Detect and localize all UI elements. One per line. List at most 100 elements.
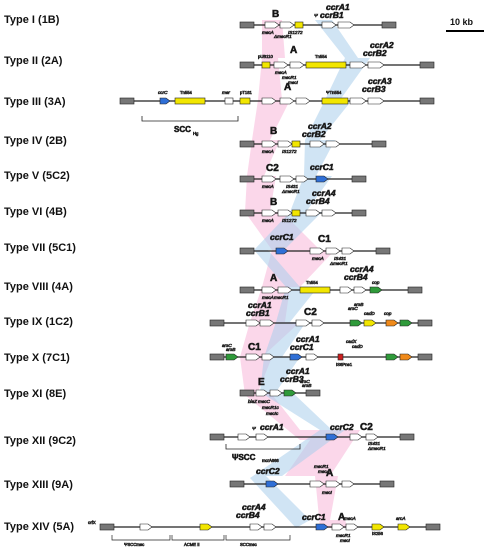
class-letter-8: A [270,273,277,284]
class-letter-6: B [270,197,277,208]
map-type-8: A ccrA4 ccrB4 Tn554 mecR1 mecA cop [239,264,423,300]
note-3-tn: Tn554 [180,90,193,95]
ccr-label-9a: ccrA1 [248,300,272,310]
ccr-label-10a: ccrA1 [296,334,320,344]
note-8-mecR1: mecR1 [274,295,289,300]
map-type-5: C2 ccrC1 mecA IS431 ΔmecR1 [239,162,367,194]
ccr-label-11b: ccrB3 [280,374,304,384]
class-letter-5: C2 [266,163,279,174]
class-letter-12: C2 [360,422,373,433]
note-10-cadX: cadX [346,339,357,344]
note-10-arsB: arsB [226,347,235,352]
ccr-label-4b: ccrB2 [302,129,326,139]
note-13-mecA: mecA [318,469,330,474]
note-3-psitn: ΨTn554 [326,90,342,95]
note-14-mecR1: mecR1 [336,533,351,538]
ccr-label-3b: ccrB3 [362,84,386,94]
type-label-3: Type III (3A) [4,96,66,108]
note-2-mecR1: mecR1 [282,75,297,80]
note-7-mecA: mecA [312,256,324,261]
note-14-psiscc: ΨSCCmec [124,542,144,547]
ccr-label-1a: ccrA1 [326,2,350,12]
note-14-scc: SCCmec [240,542,257,547]
ccr-label-2b: ccrB2 [363,48,387,58]
note-11-mecC: mecC [258,399,271,404]
note-11-mecR1c: mecR1c [262,405,280,410]
ccr-label-12a: ccrA1 [260,422,284,432]
ccr-label-5: ccrC1 [310,162,334,172]
ccr-label-14b: ccrB4 [236,510,260,520]
map-type-3: A ccrA3 ccrB3 ccrC Tn554 pT181 mer ΨTn55… [119,76,435,136]
note-13-mecR1: mecR1 [314,464,329,469]
note-2-mecI: mecI [288,80,299,85]
ccr-label-2a: ccrA2 [370,40,394,50]
type-label-9: Type IX (1C2) [4,316,73,328]
ccr-label-12b: ccrC2 [330,422,354,432]
note-1-is: IS1272 [288,30,303,35]
map-type-9: C2 ccrA1 ccrB1 arsC arsB cadD cop [209,300,433,327]
note-14-mecI: mecI [340,538,351,543]
ccr-label-8b: ccrB4 [344,272,368,282]
note-13-mecI: mecI [322,490,333,495]
note-14-orfx: orfX [88,520,96,525]
note-14-acme: ACME II [184,542,200,547]
note-8-mecA: mecA [262,295,274,300]
type-labels: Type I (1B) Type II (2A) Type III (3A) T… [4,14,76,533]
ccr-label-10b: ccrC1 [290,342,314,352]
note-3-mer: mer [222,90,230,95]
note-9-arsC: arsC [348,306,358,311]
note-8-cop: cop [372,280,380,285]
class-letter-3: A [284,82,291,93]
note-9-cadD: cadD [364,311,375,316]
gene-maps: B ccrA1 ccrB1 mecA ΔmecR1 IS1272 Ψ A ccr… [88,2,441,547]
note-1-psi: Ψ [314,13,318,18]
ccr-label-1b: ccrB1 [320,10,344,20]
map-type-12: C2 ccrA1 ccrC2 Ψ ΔmecR1 IS431 ΨSCC mcrA6… [209,422,415,463]
ccr-label-9b: ccrB1 [246,308,270,318]
note-12-is: IS431 [368,441,380,446]
type-label-12: Type XII (9C2) [4,435,76,447]
note-12-mecR1: ΔmecR1 [367,446,386,451]
note-5-mecR1: ΔmecR1 [281,189,300,194]
type-label-10: Type X (7C1) [4,352,70,364]
type-label-14: Type XIV (5A) [4,521,74,533]
type-label-4: Type IV (2B) [4,135,67,147]
class-letter-1: B [272,9,279,20]
class-letter-2: A [290,45,297,56]
note-12-psi: Ψ [252,426,256,431]
map-type-13: A ccrC2 mecR1 mecA mecI [229,464,395,495]
type-label-8: Type VIII (4A) [4,281,73,293]
note-10-arsC: arsC [222,343,232,348]
class-letter-9: C2 [304,307,317,318]
note-7-is: IS431 [334,256,346,261]
type-label-11: Type XI (8E) [4,388,66,400]
map-type-6: B ccrA4 ccrB4 mecA IS1272 [239,188,367,223]
note-12-mcr: mcrA666 [262,458,279,463]
type-label-6: Type VI (4B) [4,206,67,218]
map-type-2: A ccrA2 ccrB2 pUB110 Tn554 mecA mecR1 me… [239,40,435,85]
ccr-label-8a: ccrA4 [350,264,374,274]
ccr-label-3a: ccrA3 [368,76,392,86]
map-type-7: C1 ccrC1 mecA IS431 ΔmecR1 [239,232,391,266]
map-type-1: B ccrA1 ccrB1 mecA ΔmecR1 IS1272 Ψ [239,2,397,39]
note-5-mecA: mecA [262,184,274,189]
note-1-mecR1: ΔmecR1 [273,34,292,39]
scale-bar: 10 kb [446,17,484,32]
note-2-mecA: mecA [275,70,287,75]
note-3-pt: pT181 [240,90,253,95]
note-2-tn: Tn554 [315,54,328,59]
type-label-1: Type I (1B) [4,14,60,26]
class-letter-10: C1 [248,342,261,353]
scale-label: 10 kb [450,17,474,27]
note-14-arcA: arcA [396,516,405,521]
ccr-label-4a: ccrA2 [308,121,332,131]
note-11-mecIc: mecIc [266,411,279,416]
note-2-pub: pUB110 [258,54,273,59]
note-1-mecA: mecA [262,30,274,35]
ccr-label-11a: ccrA1 [286,366,310,376]
type-label-5: Type V (5C2) [4,170,70,182]
note-5-is: IS431 [286,184,298,189]
note-3-ccrC: ccrC [158,90,168,95]
ccr-label-6b: ccrB4 [306,196,330,206]
map-type-4: B ccrA2 ccrB2 mecA IS1272 [239,121,387,154]
